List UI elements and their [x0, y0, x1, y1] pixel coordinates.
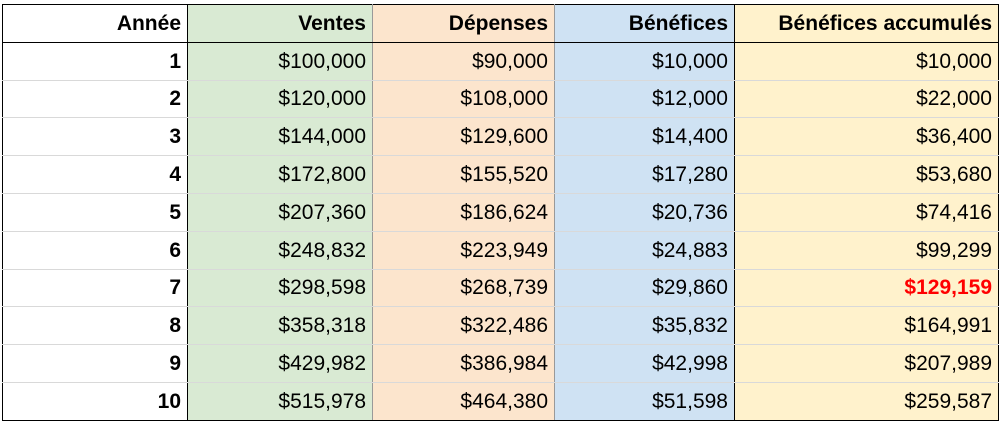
cell-ventes: $100,000: [187, 42, 373, 81]
header-depenses: Dépenses: [372, 4, 555, 43]
cell-depenses: $155,520: [372, 155, 555, 194]
cell-benefices: $14,400: [554, 117, 735, 157]
cell-annee: 8: [2, 306, 188, 346]
cell-annee: 7: [2, 269, 188, 308]
cell-benefices-accumules: $99,299: [734, 231, 999, 270]
cell-depenses: $268,739: [372, 269, 555, 308]
cell-benefices: $10,000: [554, 42, 735, 81]
cell-ventes: $358,318: [187, 306, 373, 346]
cell-benefices-accumules: $164,991: [734, 306, 999, 346]
cell-benefices-accumules: $259,587: [734, 382, 999, 421]
cell-depenses: $90,000: [372, 42, 555, 81]
cell-benefices: $17,280: [554, 155, 735, 194]
cell-depenses: $186,624: [372, 193, 555, 232]
cell-annee: 2: [2, 80, 188, 119]
table-row: 2 $120,000 $108,000 $12,000 $22,000: [2, 80, 999, 119]
cell-benefices: $35,832: [554, 306, 735, 346]
cell-depenses: $129,600: [372, 117, 555, 157]
table-row: 1 $100,000 $90,000 $10,000 $10,000: [2, 42, 999, 81]
cell-ventes: $429,982: [187, 344, 373, 383]
table-row: 7 $298,598 $268,739 $29,860 $129,159: [2, 269, 999, 308]
cell-benefices-accumules: $10,000: [734, 42, 999, 81]
cell-benefices-accumules: $22,000: [734, 80, 999, 119]
cell-benefices: $51,598: [554, 382, 735, 421]
table-body: 1 $100,000 $90,000 $10,000 $10,000 2 $120,000 $…: [2, 42, 999, 421]
cell-annee: 6: [2, 231, 188, 270]
profit-table: Année Ventes Dépenses Bénéfices Bénéfice…: [2, 4, 999, 421]
header-ventes: Ventes: [187, 4, 373, 43]
cell-annee: 1: [2, 42, 188, 81]
cell-benefices: $24,883: [554, 231, 735, 270]
cell-ventes: $172,800: [187, 155, 373, 194]
cell-annee: 3: [2, 117, 188, 157]
table-row: 9 $429,982 $386,984 $42,998 $207,989: [2, 344, 999, 383]
cell-benefices: $29,860: [554, 269, 735, 308]
cell-ventes: $515,978: [187, 382, 373, 421]
cell-depenses: $108,000: [372, 80, 555, 119]
header-benefices-accumules: Bénéfices accumulés: [734, 4, 999, 43]
cell-annee: 4: [2, 155, 188, 194]
cell-depenses: $386,984: [372, 344, 555, 383]
cell-ventes: $298,598: [187, 269, 373, 308]
table-row: 4 $172,800 $155,520 $17,280 $53,680: [2, 155, 999, 194]
table-row: 3 $144,000 $129,600 $14,400 $36,400: [2, 117, 999, 157]
cell-depenses: $322,486: [372, 306, 555, 346]
table-row: 10 $515,978 $464,380 $51,598 $259,587: [2, 382, 999, 421]
cell-annee: 5: [2, 193, 188, 232]
cell-depenses: $223,949: [372, 231, 555, 270]
cell-benefices-accumules: $207,989: [734, 344, 999, 383]
cell-benefices: $20,736: [554, 193, 735, 232]
cell-benefices-accumules: $53,680: [734, 155, 999, 194]
cell-annee: 10: [2, 382, 188, 421]
cell-depenses: $464,380: [372, 382, 555, 421]
header-benefices: Bénéfices: [554, 4, 735, 43]
cell-ventes: $248,832: [187, 231, 373, 270]
cell-benefices: $12,000: [554, 80, 735, 119]
cell-ventes: $144,000: [187, 117, 373, 157]
table-row: 5 $207,360 $186,624 $20,736 $74,416: [2, 193, 999, 232]
cell-annee: 9: [2, 344, 188, 383]
header-annee: Année: [2, 4, 188, 43]
table-row: 8 $358,318 $322,486 $35,832 $164,991: [2, 306, 999, 346]
cell-ventes: $120,000: [187, 80, 373, 119]
cell-benefices: $42,998: [554, 344, 735, 383]
header-row: Année Ventes Dépenses Bénéfices Bénéfice…: [2, 4, 999, 43]
cell-benefices-accumules: $74,416: [734, 193, 999, 232]
cell-ventes: $207,360: [187, 193, 373, 232]
highlighted-cell: $129,159: [734, 269, 999, 308]
cell-benefices-accumules: $36,400: [734, 117, 999, 157]
table-row: 6 $248,832 $223,949 $24,883 $99,299: [2, 231, 999, 270]
